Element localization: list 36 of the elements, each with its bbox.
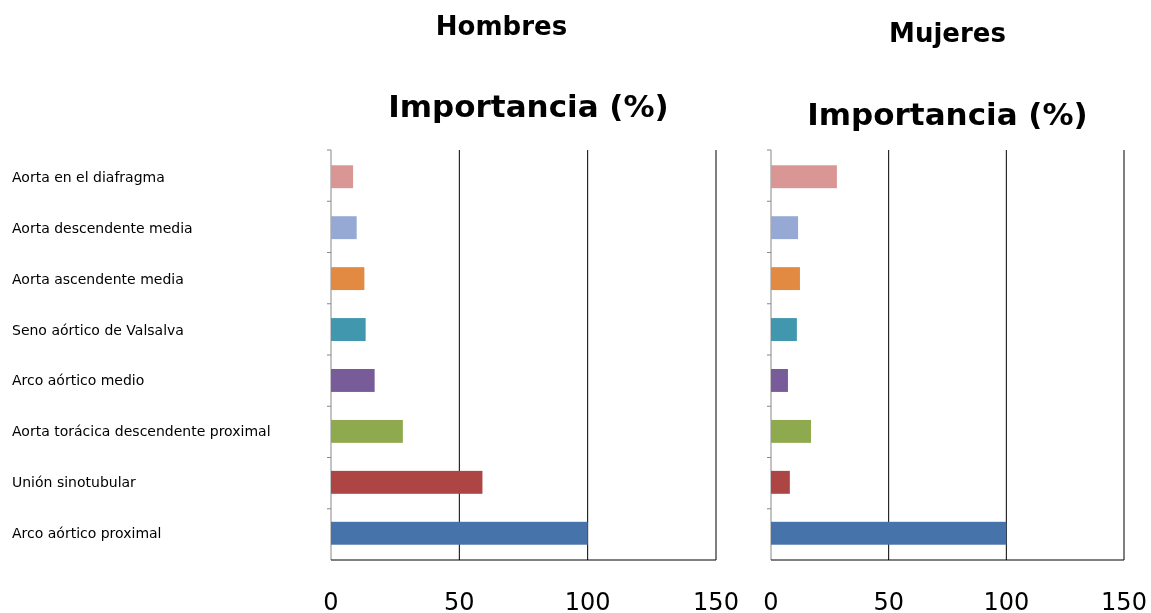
y-tick-label: Aorta torácica descendente proximal — [12, 423, 271, 440]
bar — [331, 369, 375, 392]
x-tick-label: 150 — [693, 588, 739, 613]
y-tick-label: Unión sinotubular — [12, 474, 137, 491]
bar — [771, 318, 797, 341]
bar — [771, 267, 800, 291]
bar — [331, 216, 357, 240]
y-tick-label: Aorta en el diafragma — [12, 168, 165, 185]
bar — [771, 419, 812, 443]
bar — [331, 267, 365, 291]
y-tick-label: Arco aórtico medio — [12, 372, 145, 389]
bar — [771, 165, 837, 189]
bar — [331, 165, 354, 189]
x-tick-label: 100 — [564, 588, 611, 613]
chart-subtitle: Importancia (%) — [807, 96, 1088, 132]
x-tick-label: 150 — [1101, 588, 1147, 613]
bar — [771, 470, 790, 494]
y-tick-label: Aorta ascendente media — [12, 270, 184, 287]
y-tick-label: Seno aórtico de Valsalva — [12, 321, 184, 338]
bar — [331, 521, 588, 545]
x-tick-label: 100 — [983, 588, 1030, 613]
bar — [771, 521, 1007, 545]
y-tick-label: Aorta descendente media — [12, 219, 193, 236]
chart-subtitle: Importancia (%) — [388, 88, 669, 124]
x-tick-label: 50 — [444, 588, 475, 613]
x-tick-label: 0 — [763, 588, 779, 613]
y-tick-label: Arco aórtico proximal — [12, 525, 162, 542]
chart-title: Hombres — [435, 11, 568, 41]
bar — [331, 318, 366, 341]
x-tick-label: 50 — [873, 588, 904, 613]
bar — [331, 419, 403, 443]
bar — [331, 470, 483, 494]
chart-title: Mujeres — [889, 18, 1006, 48]
bar — [771, 369, 788, 392]
bar — [771, 216, 799, 240]
x-tick-label: 0 — [323, 588, 339, 613]
